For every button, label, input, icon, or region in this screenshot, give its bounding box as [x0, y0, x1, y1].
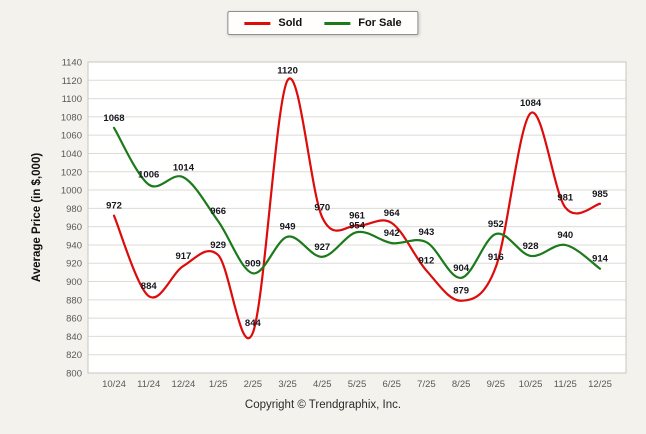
svg-text:1006: 1006 — [138, 170, 159, 181]
svg-text:1140: 1140 — [62, 58, 82, 69]
for-sale-line-swatch — [324, 21, 351, 25]
svg-text:970: 970 — [314, 203, 330, 214]
svg-text:8/25: 8/25 — [452, 379, 471, 390]
svg-text:960: 960 — [66, 222, 82, 233]
svg-text:912: 912 — [418, 256, 434, 267]
x-axis-ticks: 10/24 11/24 12/24 1/25 2/25 3/25 4/25 5/25 6/25 7… — [102, 379, 612, 390]
svg-text:1120: 1120 — [277, 65, 298, 76]
y-axis-ticks: 800 820 840 860 880 900 920 940 960 980 1000 1020 10… — [61, 58, 82, 380]
svg-text:3/25: 3/25 — [278, 379, 297, 390]
svg-text:942: 942 — [384, 228, 400, 239]
svg-text:917: 917 — [175, 251, 191, 262]
svg-text:1000: 1000 — [61, 186, 82, 197]
svg-text:2/25: 2/25 — [244, 379, 263, 390]
svg-text:11/24: 11/24 — [137, 379, 160, 390]
svg-text:928: 928 — [523, 241, 539, 252]
svg-text:1040: 1040 — [61, 149, 82, 160]
legend-label-for-sale: For Sale — [358, 17, 402, 29]
svg-text:952: 952 — [488, 219, 504, 230]
copyright-text: Copyright © Trendgraphix, Inc. — [244, 399, 402, 411]
svg-text:1120: 1120 — [62, 76, 82, 87]
sold-line-swatch — [244, 21, 271, 25]
gridlines — [88, 61, 626, 374]
svg-text:10/24: 10/24 — [102, 379, 126, 390]
svg-text:904: 904 — [453, 263, 470, 274]
svg-text:916: 916 — [488, 252, 504, 263]
data-labels: 1068 972 1006 884 1014 917 966 929 909 844 1120 949… — [103, 65, 608, 328]
legend-label-sold: Sold — [278, 17, 303, 29]
svg-text:966: 966 — [210, 206, 226, 217]
svg-text:1100: 1100 — [62, 94, 82, 105]
svg-text:943: 943 — [418, 227, 434, 238]
svg-text:985: 985 — [592, 189, 609, 200]
svg-text:914: 914 — [592, 254, 609, 265]
svg-text:927: 927 — [314, 242, 330, 253]
svg-text:940: 940 — [557, 230, 573, 241]
svg-text:9/25: 9/25 — [487, 379, 506, 390]
svg-text:920: 920 — [66, 259, 82, 270]
svg-text:12/25: 12/25 — [588, 379, 612, 390]
svg-text:980: 980 — [66, 204, 82, 215]
svg-text:844: 844 — [245, 318, 262, 329]
svg-text:954: 954 — [349, 221, 366, 232]
svg-text:4/25: 4/25 — [313, 379, 332, 390]
svg-text:1/25: 1/25 — [209, 379, 228, 390]
svg-text:1014: 1014 — [173, 162, 195, 173]
svg-text:900: 900 — [66, 277, 82, 288]
svg-text:949: 949 — [280, 222, 296, 233]
svg-text:6/25: 6/25 — [382, 379, 401, 390]
svg-text:964: 964 — [384, 208, 401, 219]
svg-text:1080: 1080 — [61, 112, 82, 123]
svg-text:909: 909 — [245, 258, 261, 269]
svg-text:940: 940 — [66, 240, 82, 251]
legend-item-sold: Sold — [244, 17, 302, 29]
svg-text:1084: 1084 — [520, 98, 542, 109]
for-sale-series-line — [112, 126, 602, 279]
svg-text:11/25: 11/25 — [554, 379, 577, 390]
svg-text:1068: 1068 — [103, 113, 124, 124]
plot-border — [87, 61, 627, 374]
chart-legend: Sold For Sale — [227, 11, 419, 35]
svg-text:10/25: 10/25 — [519, 379, 543, 390]
svg-text:12/24: 12/24 — [172, 379, 196, 390]
svg-text:860: 860 — [66, 314, 82, 325]
svg-text:981: 981 — [557, 192, 574, 203]
svg-text:820: 820 — [66, 350, 82, 361]
sold-series-line — [112, 77, 602, 339]
svg-text:7/25: 7/25 — [417, 379, 436, 390]
y-axis-title: Average Price (in $,000) — [31, 153, 43, 283]
svg-text:5/25: 5/25 — [348, 379, 367, 390]
svg-text:929: 929 — [210, 240, 226, 251]
svg-text:1020: 1020 — [61, 167, 82, 178]
svg-text:880: 880 — [66, 295, 82, 306]
legend-item-for-sale: For Sale — [324, 17, 402, 29]
svg-text:879: 879 — [453, 286, 469, 297]
svg-text:1060: 1060 — [61, 131, 82, 142]
svg-text:840: 840 — [66, 332, 82, 343]
svg-text:972: 972 — [106, 201, 122, 212]
svg-text:800: 800 — [66, 369, 82, 380]
svg-text:961: 961 — [349, 211, 366, 222]
svg-text:884: 884 — [141, 281, 158, 292]
